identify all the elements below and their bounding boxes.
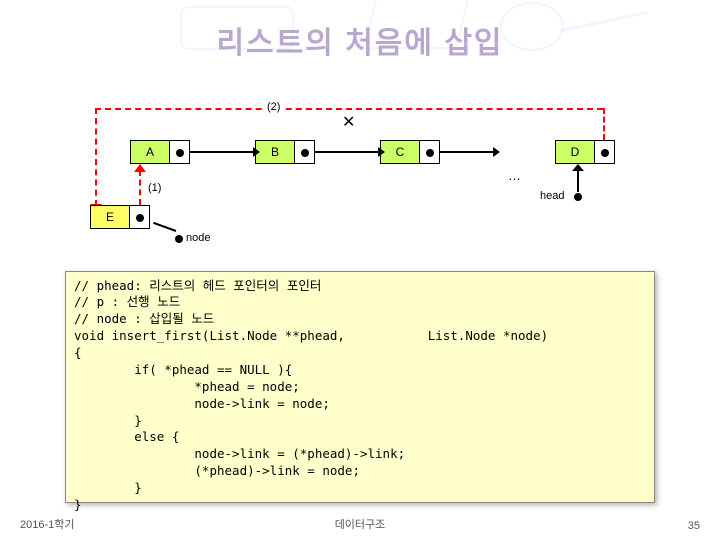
node-E-data: E	[90, 205, 130, 229]
node-label-dot	[175, 235, 183, 243]
footer-right: 35	[688, 520, 700, 532]
node-label: node	[186, 232, 210, 244]
node-B: B	[255, 140, 315, 164]
node-A-data: A	[130, 140, 170, 164]
node-D-data: D	[555, 140, 595, 164]
code-block: // phead: 리스트의 헤드 포인터의 포인터 // p : 선행 노드 …	[65, 271, 655, 503]
node-C-data: C	[380, 140, 420, 164]
linked-list-diagram: (2) ✕ A B C D … head E (1) node	[40, 80, 680, 240]
red-arrow-1-v	[139, 170, 141, 205]
arrow-C-dots-head	[493, 147, 500, 157]
node-A: A	[130, 140, 190, 164]
arrow-A-B	[190, 151, 255, 153]
arrow-C-dots	[440, 151, 495, 153]
node-C-ptr	[420, 140, 440, 164]
arrow-A-B-head	[253, 147, 260, 157]
red-arrow-2-h	[95, 108, 603, 110]
red-arrow-1-head	[134, 164, 146, 172]
red-arrow-2-v2	[95, 108, 97, 206]
cross-mark: ✕	[342, 112, 355, 132]
node-C: C	[380, 140, 440, 164]
node-E-ptr	[130, 205, 150, 229]
node-B-ptr	[295, 140, 315, 164]
node-D-ptr	[595, 140, 615, 164]
node-A-ptr	[170, 140, 190, 164]
node-D: D	[555, 140, 615, 164]
arrow-B-C-head	[378, 147, 385, 157]
node-E: E	[90, 205, 150, 229]
step1-label: (1)	[148, 182, 161, 194]
page-title: 리스트의 처음에 삽입	[0, 18, 720, 62]
step2-label: (2)	[265, 101, 282, 113]
arrow-nodelabel-E	[153, 222, 176, 232]
red-arrow-2-v1	[603, 108, 605, 140]
arrow-B-C	[315, 151, 380, 153]
head-label: head	[540, 190, 564, 202]
arrow-head-D-head	[572, 164, 584, 171]
node-B-data: B	[255, 140, 295, 164]
head-dot	[574, 193, 582, 201]
arrow-head-D	[577, 170, 579, 192]
ellipsis-label: …	[508, 168, 521, 183]
footer-center: 데이터구조	[0, 516, 720, 532]
